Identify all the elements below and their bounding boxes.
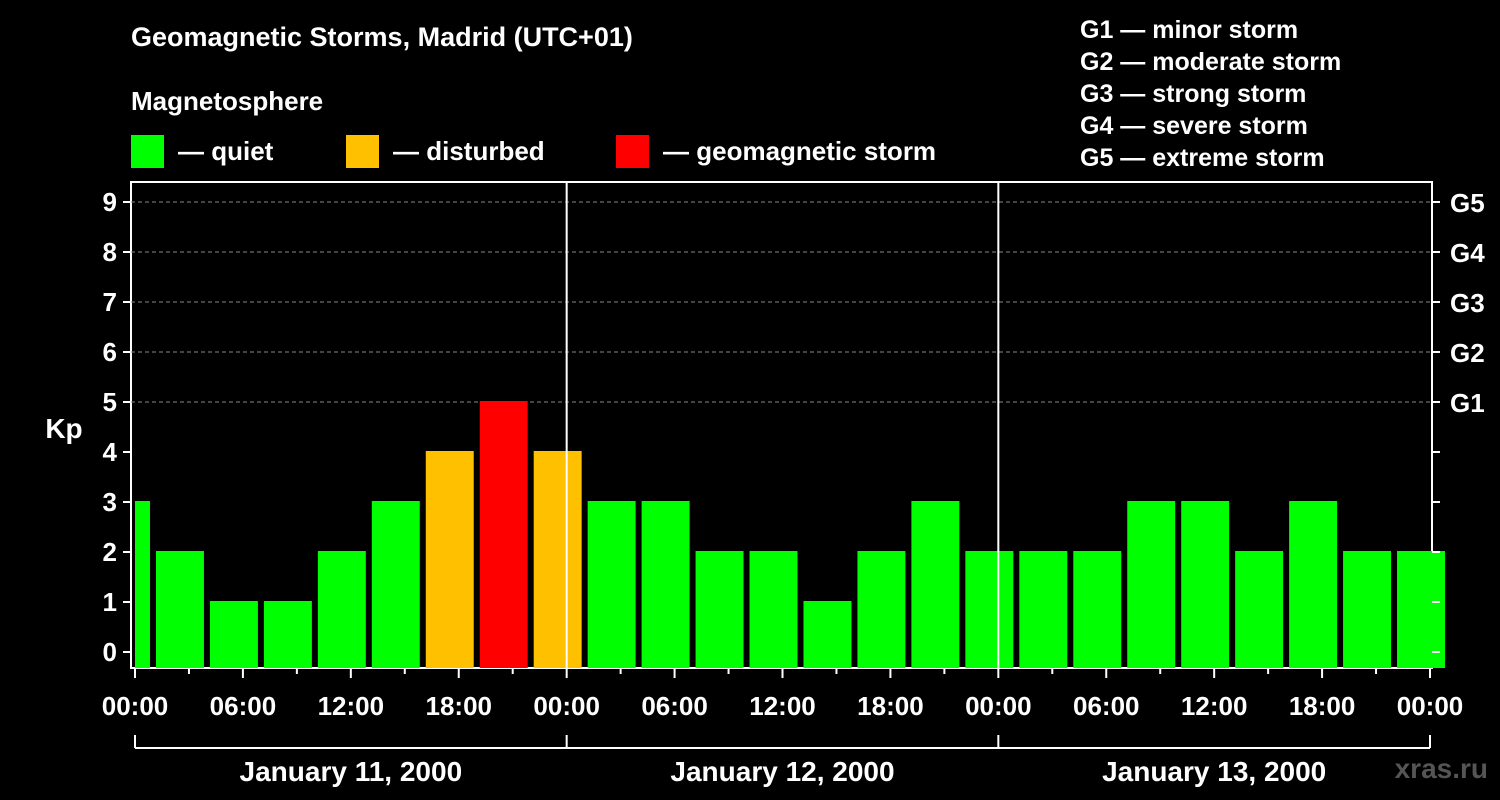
y-tick-label: 8 [103, 237, 117, 267]
x-tick-label: 06:00 [210, 691, 277, 721]
kp-bar [1397, 551, 1445, 668]
x-tick-label: 12:00 [749, 691, 816, 721]
y-tick-label: 0 [103, 637, 117, 667]
y-axis-label: Kp [45, 413, 82, 444]
y-tick-label: 1 [103, 587, 117, 617]
legend-label-storm: — geomagnetic storm [663, 135, 937, 166]
x-tick-label: 12:00 [1181, 691, 1248, 721]
kp-bar [965, 551, 1014, 668]
x-tick-label: 00:00 [533, 691, 600, 721]
magnetosphere-label: Magnetosphere [131, 86, 324, 116]
g-level-label: G1 [1450, 388, 1485, 418]
day-label: January 11, 2000 [240, 756, 463, 787]
kp-bar [1235, 551, 1284, 668]
kp-bar [911, 501, 960, 668]
kp-bar [317, 551, 366, 668]
x-tick-label: 06:00 [1073, 691, 1140, 721]
g-scale-g2: G2 — moderate storm [1080, 48, 1342, 76]
y-tick-label: 3 [103, 487, 117, 517]
kp-bar [749, 551, 798, 668]
g-level-label: G4 [1450, 238, 1485, 268]
x-tick-label: 18:00 [1289, 691, 1356, 721]
legend-swatch-quiet [131, 134, 164, 168]
x-tick-label: 00:00 [1397, 691, 1464, 721]
g-level-label: G3 [1450, 288, 1485, 318]
kp-bar [1127, 501, 1176, 668]
g-scale-g4: G4 — severe storm [1080, 112, 1308, 140]
g-scale-g5: G5 — extreme storm [1080, 144, 1325, 172]
day-label: January 13, 2000 [1102, 756, 1326, 787]
kp-bar [135, 501, 150, 668]
kp-bar [587, 501, 636, 668]
g-scale-g1: G1 — minor storm [1080, 16, 1299, 44]
g-level-label: G2 [1450, 338, 1485, 368]
legend-swatch-storm [616, 134, 649, 168]
x-tick-label: 12:00 [318, 691, 385, 721]
kp-bar [1343, 551, 1392, 668]
x-tick-label: 00:00 [965, 691, 1032, 721]
kp-bar [1289, 501, 1338, 668]
kp-bar [533, 451, 582, 668]
x-tick-label: 18:00 [426, 691, 493, 721]
kp-bar [371, 501, 420, 668]
y-tick-label: 5 [103, 387, 117, 417]
legend-label-disturbed: — disturbed [393, 135, 545, 166]
kp-bar [1181, 501, 1230, 668]
kp-bar [803, 601, 852, 668]
kp-bar [1073, 551, 1122, 668]
y-tick-label: 2 [103, 537, 117, 567]
chart-title: Geomagnetic Storms, Madrid (UTC+01) [131, 22, 633, 52]
kp-bar [209, 601, 258, 668]
x-tick-label: 18:00 [857, 691, 924, 721]
g-scale-g3: G3 — strong storm [1080, 80, 1307, 108]
x-tick-label: 06:00 [641, 691, 708, 721]
g-level-label: G5 [1450, 188, 1485, 218]
kp-bar [695, 551, 744, 668]
y-tick-label: 4 [103, 437, 118, 467]
x-tick-label: 00:00 [102, 691, 169, 721]
legend-disturbed: — disturbed [346, 134, 545, 168]
legend-swatch-disturbed [346, 134, 379, 168]
kp-bar [425, 451, 474, 668]
y-tick-label: 9 [103, 187, 117, 217]
g-scale-legend: G1 — minor storm G2 — moderate storm G3 … [1080, 14, 1341, 174]
watermark: xras.ru [1394, 753, 1488, 784]
y-tick-label: 7 [103, 287, 117, 317]
kp-bar [857, 551, 906, 668]
kp-bar [263, 601, 312, 668]
legend-quiet: — quiet [131, 134, 273, 168]
kp-bar [479, 401, 528, 668]
legend-label-quiet: — quiet [178, 135, 274, 166]
kp-bar [155, 551, 204, 668]
kp-bar [1019, 551, 1068, 668]
kp-bar [641, 501, 690, 668]
legend-storm: — geomagnetic storm [616, 134, 936, 168]
day-label: January 12, 2000 [670, 756, 894, 787]
y-tick-label: 6 [103, 337, 117, 367]
